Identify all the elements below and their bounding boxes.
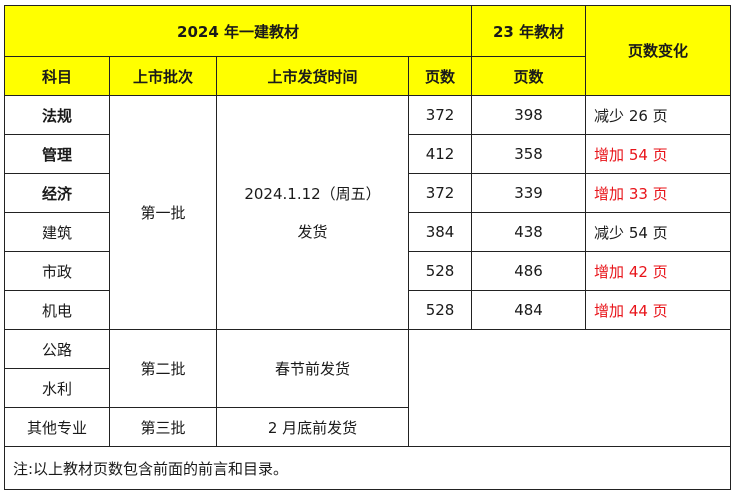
subject-cell: 市政	[4, 251, 110, 291]
change-cell: 减少 54 页	[585, 212, 732, 252]
subject-cell: 水利	[4, 368, 110, 408]
change-cell: 增加 33 页	[585, 173, 732, 213]
ship-time-first-action: 发货	[297, 222, 328, 241]
header-batch: 上市批次	[109, 56, 217, 96]
pages-cell: 372	[407, 95, 473, 135]
change-cell: 增加 54 页	[585, 134, 732, 174]
pages-cell: 528	[407, 251, 473, 291]
subject-cell: 经济	[4, 173, 110, 213]
batch-third: 第三批	[109, 407, 217, 447]
pages-23-cell: 339	[471, 173, 587, 213]
header-pages-23: 页数	[471, 56, 587, 96]
batch-first: 第一批	[109, 95, 217, 330]
header-2024-textbook: 2024 年一建教材	[3, 5, 473, 57]
subject-cell: 法规	[4, 95, 110, 135]
change-cell: 减少 26 页	[585, 95, 732, 135]
subject-cell: 其他专业	[4, 407, 110, 447]
header-subject: 科目	[4, 56, 110, 96]
textbook-table: 2024 年一建教材 23 年教材 页数变化 科目 上市批次 上市发货时间 页数…	[3, 5, 732, 490]
ship-time-third: 2 月底前发货	[216, 407, 409, 447]
subject-cell: 建筑	[4, 212, 110, 252]
pages-cell: 412	[407, 134, 473, 174]
change-cell: 增加 44 页	[585, 290, 732, 330]
pages-cell: 372	[407, 173, 473, 213]
subject-cell: 管理	[4, 134, 110, 174]
ship-time-first-date: 2024.1.12（周五）	[244, 184, 381, 203]
empty-area	[407, 329, 732, 447]
pages-23-cell: 438	[471, 212, 587, 252]
pages-cell: 528	[407, 290, 473, 330]
header-ship-time: 上市发货时间	[216, 56, 409, 96]
batch-second: 第二批	[109, 329, 217, 408]
header-pages: 页数	[407, 56, 473, 96]
pages-cell: 384	[407, 212, 473, 252]
change-cell: 增加 42 页	[585, 251, 732, 291]
pages-23-cell: 486	[471, 251, 587, 291]
pages-23-cell: 398	[471, 95, 587, 135]
subject-cell: 机电	[4, 290, 110, 330]
header-page-change: 页数变化	[585, 5, 732, 96]
header-23-textbook: 23 年教材	[471, 5, 587, 57]
ship-time-second: 春节前发货	[216, 329, 409, 408]
pages-23-cell: 358	[471, 134, 587, 174]
pages-23-cell: 484	[471, 290, 587, 330]
subject-cell: 公路	[4, 329, 110, 369]
ship-time-first: 2024.1.12（周五） 发货	[216, 95, 409, 330]
table-note: 注:以上教材页数包含前面的前言和目录。	[3, 446, 732, 490]
